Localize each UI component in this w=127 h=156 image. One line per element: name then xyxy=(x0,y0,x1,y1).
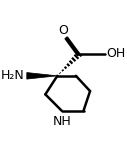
Text: H₂N: H₂N xyxy=(1,69,25,82)
Text: O: O xyxy=(58,24,68,37)
Polygon shape xyxy=(27,73,57,79)
Text: NH: NH xyxy=(52,115,71,128)
Text: OH: OH xyxy=(106,47,125,61)
